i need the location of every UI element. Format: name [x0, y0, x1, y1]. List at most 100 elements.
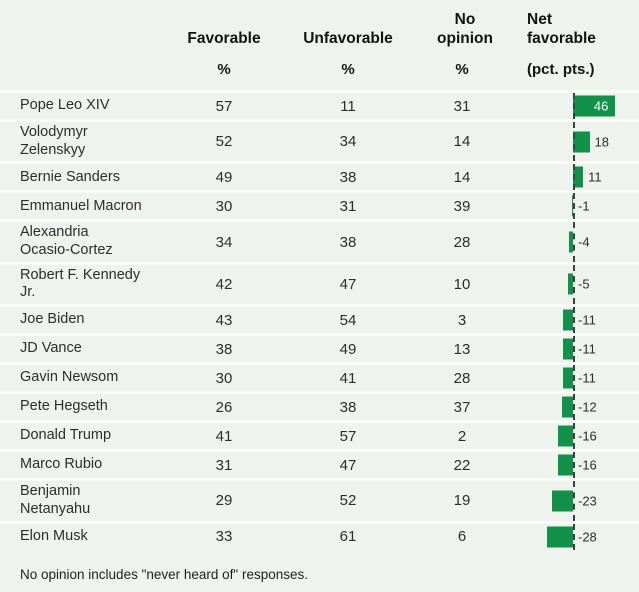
net-favorable-label: -16: [578, 457, 597, 473]
person-name: Benjamin Netanyahu: [20, 483, 91, 517]
unfavorable-value: 41: [339, 369, 357, 387]
unfavorable-value: 54: [339, 311, 357, 329]
favorable-value: 26: [215, 398, 233, 416]
header-spacer: [0, 0, 168, 90]
net-favorable-bar: [573, 131, 590, 153]
net-favorable-bar: [572, 195, 573, 217]
favorable-value: 52: [215, 133, 233, 151]
table-row: Donald Trump 41 57 2 -16: [0, 420, 639, 450]
table-row: Pete Hegseth 26 38 37 -12: [0, 391, 639, 421]
favorable-value: 41: [215, 427, 233, 445]
table-row: Benjamin Netanyahu 29 52 19 -23: [0, 478, 639, 521]
person-name: Alexandria Ocasio-Cortez: [20, 224, 113, 259]
net-favorable-label: -23: [578, 493, 597, 509]
net-favorable-bar: [547, 526, 573, 547]
net-favorable-cell: -1: [508, 193, 639, 220]
no-opinion-value: 39: [453, 197, 471, 215]
net-favorable-bar: [568, 273, 573, 295]
unfavorable-value: 52: [339, 492, 357, 510]
table-row: Pope Leo XIV 57 11 31 46: [0, 90, 639, 119]
unfavorable-value: 38: [339, 233, 357, 251]
favorable-value: 38: [215, 340, 233, 358]
person-name: Pope Leo XIV: [20, 97, 110, 114]
favorable-value: 33: [215, 528, 233, 545]
net-favorable-label: -28: [578, 529, 597, 544]
net-favorable-cell: -5: [508, 264, 639, 305]
table-row: Emmanuel Macron 30 31 39 -1: [0, 190, 639, 220]
unfavorable-value: 49: [339, 340, 357, 358]
net-favorable-label: -16: [578, 428, 597, 444]
favorable-value: 29: [215, 492, 233, 510]
person-name: Robert F. Kennedy Jr.: [20, 266, 141, 301]
net-favorable-bar: [561, 396, 573, 418]
net-favorable-cell: -23: [508, 481, 639, 521]
person-name: Pete Hegseth: [20, 398, 108, 415]
unfavorable-value: 31: [339, 197, 357, 215]
net-favorable-bar: [562, 338, 573, 360]
net-favorable-bar: [558, 425, 573, 447]
column-header-net-favorable: Net favorable (pct. pts.): [508, 0, 639, 90]
column-header-no-opinion: No opinion %: [416, 0, 508, 90]
net-favorable-bar: [573, 166, 584, 188]
favorable-value: 30: [215, 197, 233, 215]
no-opinion-value: 14: [453, 168, 471, 186]
column-sub-unfavorable: %: [341, 61, 355, 78]
table-row: Joe Biden 43 54 3 -11: [0, 304, 639, 334]
column-label-no-opinion: No opinion: [437, 11, 493, 47]
net-favorable-cell: -16: [508, 423, 639, 450]
person-name: Marco Rubio: [20, 456, 103, 473]
table-row: Alexandria Ocasio-Cortez 34 38 28 -4: [0, 219, 639, 263]
person-name: Volodymyr Zelenskyy: [20, 124, 88, 158]
net-favorable-bar: [562, 367, 573, 389]
favorable-value: 42: [215, 275, 233, 293]
person-name: JD Vance: [20, 340, 82, 357]
net-favorable-cell: -12: [508, 394, 639, 421]
column-header-unfavorable: Unfavorable %: [280, 0, 416, 90]
no-opinion-value: 37: [453, 398, 471, 416]
net-favorable-cell: -11: [508, 365, 639, 392]
net-favorable-label: -11: [578, 312, 596, 328]
unfavorable-value: 47: [339, 456, 357, 474]
net-favorable-cell: -11: [508, 336, 639, 363]
column-sub-net-favorable: (pct. pts.): [527, 61, 595, 78]
unfavorable-value: 38: [339, 398, 357, 416]
net-favorable-bar: [551, 490, 573, 512]
net-favorable-label: 46: [593, 98, 609, 114]
person-name: Joe Biden: [20, 311, 85, 328]
table-row: Volodymyr Zelenskyy 52 34 14 18: [0, 119, 639, 162]
net-favorable-cell: -16: [508, 452, 639, 479]
table-row: Bernie Sanders 49 38 14 11: [0, 161, 639, 191]
net-favorable-label: 18: [594, 134, 610, 150]
unfavorable-value: 38: [339, 168, 357, 186]
net-favorable-label: -1: [578, 198, 590, 214]
net-favorable-bar: [569, 231, 573, 253]
net-favorable-bar: [573, 95, 616, 117]
no-opinion-value: 10: [453, 275, 471, 293]
net-favorable-label: -11: [578, 341, 596, 357]
net-favorable-label: -4: [578, 234, 590, 250]
net-favorable-label: -11: [578, 370, 596, 386]
table-row: Robert F. Kennedy Jr. 42 47 10 -5: [0, 261, 639, 305]
favorable-value: 57: [215, 97, 233, 115]
net-favorable-bar: [562, 309, 573, 331]
table-row: Elon Musk 33 61 6 -28: [0, 520, 639, 550]
no-opinion-value: 28: [453, 369, 471, 387]
person-name: Emmanuel Macron: [20, 197, 142, 214]
favorable-value: 43: [215, 311, 233, 329]
column-sub-favorable: %: [217, 61, 231, 78]
table-body: Pope Leo XIV 57 11 31 46 Volodymyr Zelenskyy 5…: [0, 90, 639, 550]
no-opinion-value: 13: [453, 340, 471, 358]
favorable-value: 49: [215, 168, 233, 186]
no-opinion-value: 6: [457, 528, 467, 545]
column-label-favorable: Favorable: [187, 29, 261, 47]
net-favorable-cell: -4: [508, 222, 639, 263]
net-favorable-cell: 46: [508, 93, 639, 119]
column-label-net-favorable: Net favorable: [527, 11, 596, 47]
person-name: Bernie Sanders: [20, 168, 120, 185]
column-label-unfavorable: Unfavorable: [303, 29, 393, 47]
no-opinion-value: 14: [453, 133, 471, 151]
no-opinion-value: 28: [453, 233, 471, 251]
net-favorable-cell: -11: [508, 307, 639, 334]
favorable-value: 31: [215, 456, 233, 474]
